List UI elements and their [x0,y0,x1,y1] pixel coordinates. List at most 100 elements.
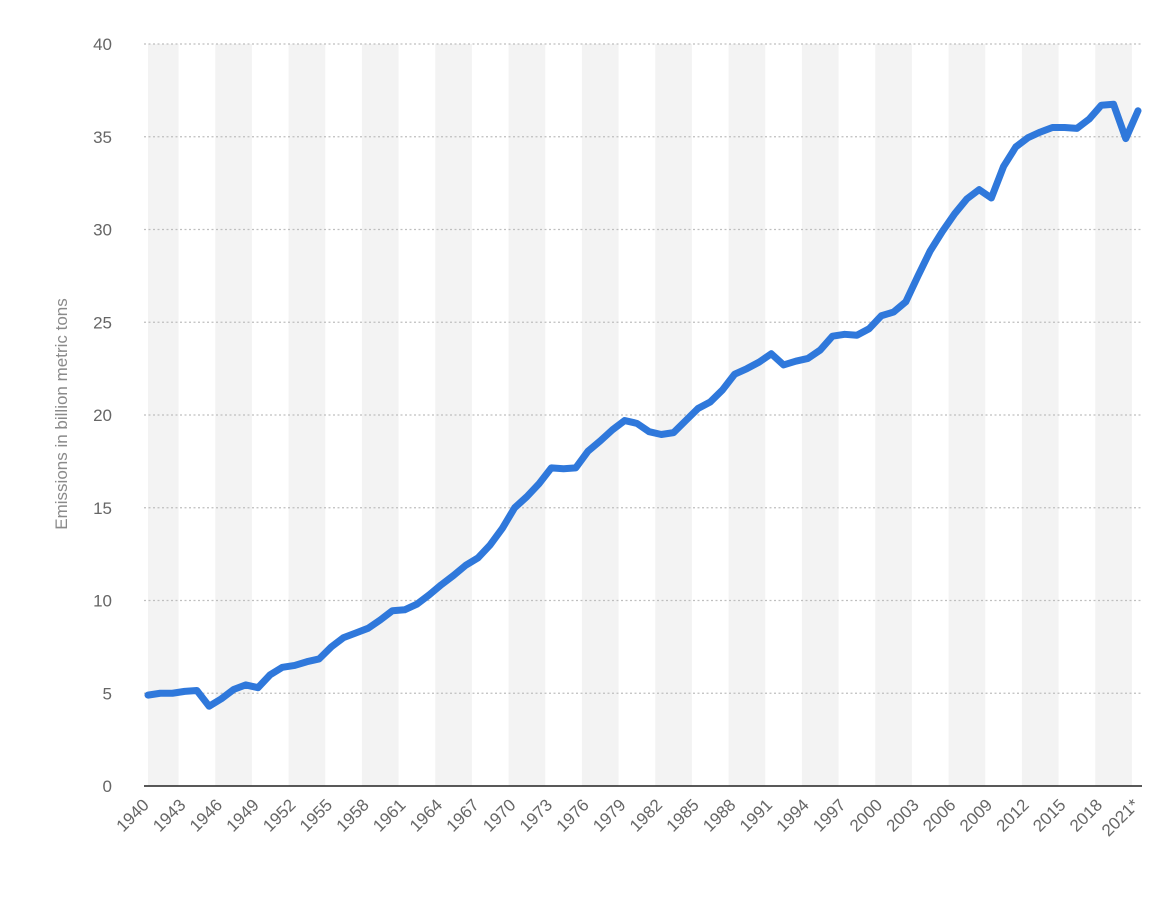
data-point-1956 [340,634,347,641]
x-tick-label: 1976 [553,795,593,835]
data-point-1978 [609,426,616,433]
data-point-1987 [719,386,726,393]
data-point-1964 [438,581,445,588]
data-point-2019 [1110,101,1117,108]
data-point-2006 [951,210,958,217]
data-point-1960 [389,607,396,614]
data-point-1993 [792,358,799,365]
x-tick-label: 1985 [663,795,703,835]
y-axis-ticks: 0 5 10 15 20 25 30 35 40 [93,35,112,796]
x-tick-label: 1961 [369,795,409,835]
data-point-1994 [805,355,812,362]
y-tick-label: 15 [93,499,112,518]
x-tick-label: 1982 [626,795,666,835]
data-point-1997 [841,331,848,338]
data-point-1963 [426,591,433,598]
data-point-2009 [988,194,995,201]
data-point-1979 [621,417,628,424]
data-point-1953 [303,658,310,665]
column-band [655,44,692,786]
data-point-2013 [1037,129,1044,136]
y-tick-label: 20 [93,406,112,425]
data-point-1992 [780,361,787,368]
x-tick-label: 1949 [223,795,263,835]
data-point-1948 [242,681,249,688]
data-point-1973 [548,464,555,471]
data-point-1947 [230,686,237,693]
y-tick-label: 10 [93,592,112,611]
data-point-1949 [255,684,262,691]
data-point-1951 [279,664,286,671]
data-point-2005 [939,228,946,235]
y-axis-label: Emissions in billion metric tons [52,298,71,529]
data-point-1968 [487,541,494,548]
data-point-1940 [145,692,152,699]
data-point-2007 [963,195,970,202]
data-point-1995 [817,347,824,354]
y-tick-label: 0 [103,777,112,796]
data-point-2003 [915,272,922,279]
data-point-1991 [768,350,775,357]
y-tick-label: 25 [93,313,112,332]
data-point-1941 [157,690,164,697]
data-point-1972 [536,480,543,487]
data-point-1966 [462,562,469,569]
data-point-1988 [731,371,738,378]
data-point-2004 [927,247,934,254]
x-tick-label: 2012 [993,795,1033,835]
x-tick-label: 1979 [589,795,629,835]
data-point-1965 [450,572,457,579]
x-tick-label: 1973 [516,795,556,835]
x-tick-label: 1958 [333,795,373,835]
x-tick-label: 2009 [956,795,996,835]
x-tick-label: 1997 [809,795,849,835]
data-point-1971 [523,493,530,500]
data-point-1943 [181,688,188,695]
data-point-2014 [1049,124,1056,131]
data-point-1957 [352,629,359,636]
data-point-1986 [707,399,714,406]
data-point-2012 [1025,134,1032,141]
data-point-1954 [316,655,323,662]
x-tick-label: 1994 [773,795,813,835]
x-tick-label: 1952 [259,795,299,835]
data-point-1946 [218,695,225,702]
data-point-1975 [572,464,579,471]
data-point-2010 [1000,163,1007,170]
data-point-2016 [1073,125,1080,132]
data-point-1999 [866,325,873,332]
data-point-1980 [633,420,640,427]
data-point-1990 [756,359,763,366]
data-point-1989 [743,365,750,372]
data-point-1983 [670,429,677,436]
data-point-1996 [829,333,836,340]
x-tick-label: 1940 [113,795,153,835]
data-point-1984 [682,417,689,424]
data-point-1967 [475,554,482,561]
x-tick-label: 2021* [1098,795,1143,840]
data-point-1958 [365,625,372,632]
x-tick-label: 1967 [443,795,483,835]
x-tick-label: 1991 [736,795,776,835]
data-point-1959 [377,616,384,623]
data-point-1976 [585,448,592,455]
data-point-2002 [902,298,909,305]
data-point-1942 [169,690,176,697]
data-point-1962 [413,601,420,608]
x-tick-label: 2003 [883,795,923,835]
data-point-1945 [206,703,213,710]
y-tick-label: 30 [93,221,112,240]
x-tick-label: 1955 [296,795,336,835]
data-point-1955 [328,643,335,650]
data-point-2021 [1135,107,1142,114]
data-point-2017 [1086,116,1093,123]
data-point-1944 [193,687,200,694]
y-tick-label: 5 [103,684,112,703]
data-point-2000 [878,312,885,319]
data-point-2015 [1061,124,1068,131]
x-tick-label: 1943 [149,795,189,835]
y-tick-label: 40 [93,35,112,54]
x-tick-label: 2015 [1029,795,1069,835]
x-tick-label: 1970 [479,795,519,835]
